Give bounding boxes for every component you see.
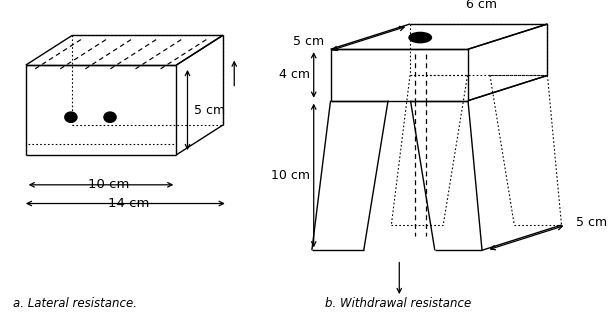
Text: 10 cm: 10 cm xyxy=(271,169,310,182)
Text: b. Withdrawal resistance: b. Withdrawal resistance xyxy=(325,297,471,310)
Text: 14 cm: 14 cm xyxy=(108,197,150,210)
Text: a. Lateral resistance.: a. Lateral resistance. xyxy=(13,297,137,310)
Text: 4 cm: 4 cm xyxy=(279,68,310,81)
Text: 5 cm: 5 cm xyxy=(293,35,324,48)
Text: 5 cm: 5 cm xyxy=(576,216,607,229)
Text: 10 cm: 10 cm xyxy=(88,178,129,191)
Text: 6 cm: 6 cm xyxy=(466,0,497,11)
Text: 5 cm: 5 cm xyxy=(194,104,225,116)
Ellipse shape xyxy=(104,112,116,122)
Ellipse shape xyxy=(409,32,432,43)
Ellipse shape xyxy=(65,112,77,122)
